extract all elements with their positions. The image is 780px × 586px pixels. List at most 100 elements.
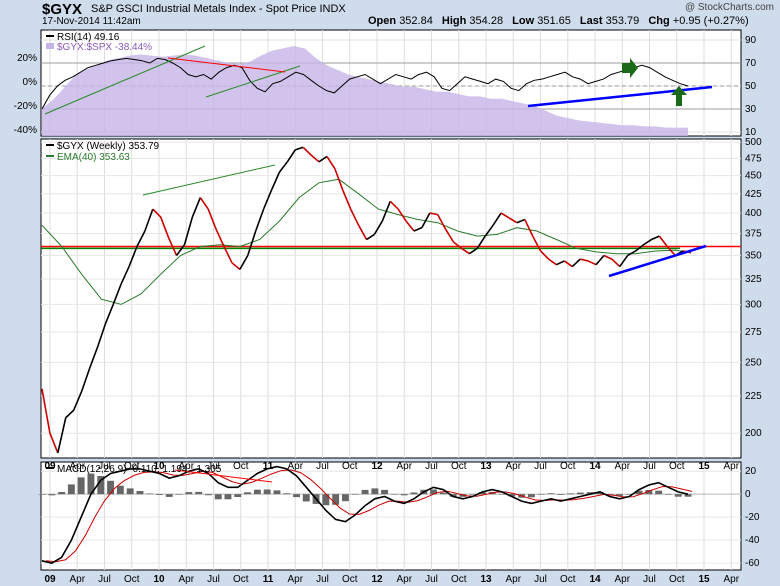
x-tick-label: 10 — [153, 461, 165, 472]
price-segment — [112, 283, 122, 305]
price-segment — [175, 244, 186, 256]
x-tick-label: 13 — [480, 574, 492, 585]
price-segment — [270, 171, 281, 191]
macd-histogram-bar — [674, 494, 682, 497]
high-value: 354.28 — [469, 15, 504, 27]
quote-summary: Open 352.84 High 354.28 Low 351.65 Last … — [368, 15, 755, 27]
x-tick-label: Jul — [534, 574, 547, 585]
macd-histogram-bar — [635, 490, 643, 495]
open-label: Open — [368, 15, 397, 27]
x-tick-label: Jul — [207, 461, 220, 472]
price-segment — [627, 250, 636, 257]
x-tick-label: Jul — [534, 461, 547, 472]
x-tick-label: Apr — [287, 574, 303, 585]
macd-histogram-bar — [596, 491, 604, 495]
x-tick-label: Oct — [124, 461, 140, 472]
macd-histogram-bar — [479, 492, 486, 495]
x-tick-label: Jul — [98, 574, 111, 585]
macd-histogram-bar — [273, 490, 281, 495]
price-segment — [104, 304, 114, 325]
x-tick-label: Apr — [505, 574, 521, 585]
price-segment — [468, 247, 478, 255]
chart-header: $GYX S&P GSCI Industrial Metals Index - … — [0, 0, 780, 28]
price-segment — [334, 168, 344, 191]
price-segment — [595, 254, 605, 266]
price-segment — [262, 189, 273, 210]
x-tick-label: Jul — [643, 461, 656, 472]
price-segment — [366, 233, 375, 241]
chg-value: +0.95 (+0.27%) — [672, 15, 749, 27]
price-segment — [302, 146, 312, 156]
macd-histogram-bar — [185, 492, 193, 495]
price-tick-label: 350 — [745, 250, 762, 261]
price-tick-label: 425 — [745, 189, 762, 200]
price-segment — [643, 238, 652, 246]
price-segment — [548, 258, 557, 266]
x-tick-label: Apr — [178, 461, 194, 472]
macd-histogram-bar — [537, 494, 545, 495]
x-tick-label: Jul — [316, 574, 329, 585]
macd-histogram-bar — [625, 494, 633, 495]
price-segment — [183, 216, 194, 245]
price-segment — [318, 155, 328, 163]
price-segment — [41, 388, 51, 434]
macd-histogram-bar — [195, 491, 203, 495]
x-tick-label: Oct — [342, 574, 358, 585]
price-segment — [136, 230, 146, 247]
price-segment — [295, 146, 304, 151]
macd-histogram-bar — [430, 489, 437, 495]
macd-histogram-bar — [645, 490, 653, 495]
rsi-trendline-red — [167, 57, 286, 73]
price-segment — [254, 208, 265, 232]
price-segment — [357, 224, 368, 240]
price-segment — [80, 368, 91, 392]
macd-histogram-bar — [381, 489, 388, 495]
open-value: 352.84 — [399, 15, 433, 27]
price-segment — [571, 258, 581, 268]
x-tick-label: Oct — [233, 461, 249, 472]
price-segment — [96, 323, 107, 348]
x-tick-label: 15 — [698, 574, 710, 585]
macd-histogram-bar — [48, 494, 56, 496]
macd-panel — [40, 461, 742, 571]
price-segment — [397, 208, 407, 222]
macd-legend-swatch — [46, 467, 54, 469]
price-segment — [587, 260, 597, 266]
macd-legend-label: MACD(12,26,9) -0.110, 1.194, -1.305 — [57, 464, 222, 475]
x-tick-label: Jul — [207, 574, 220, 585]
x-tick-label: Apr — [614, 461, 630, 472]
price-segment — [492, 212, 502, 226]
price-segment — [159, 216, 170, 239]
price-tick-label: 500 — [745, 137, 762, 148]
ratio-tick-label: -40% — [14, 125, 37, 136]
rsi-tick-label: 90 — [745, 35, 757, 46]
ratio-tick-label: 20% — [17, 53, 37, 64]
macd-histogram-bar — [283, 493, 291, 495]
price-segment — [57, 417, 67, 454]
price-segment — [603, 254, 613, 260]
macd-tick-label: 0 — [745, 489, 751, 500]
price-segment — [556, 260, 565, 266]
price-segment — [207, 208, 217, 230]
x-tick-label: 14 — [589, 461, 601, 472]
price-tick-label: 375 — [745, 229, 762, 240]
price-segment — [65, 409, 75, 419]
x-tick-label: 12 — [371, 574, 383, 585]
price-segment — [247, 230, 257, 256]
price-segment — [72, 391, 83, 411]
macd-histogram-bar — [498, 494, 506, 495]
macd-histogram-bar — [371, 488, 379, 495]
ema-legend-swatch — [46, 155, 54, 157]
macd-histogram-bar — [586, 492, 594, 495]
x-tick-label: Apr — [396, 574, 412, 585]
price-segment — [461, 247, 470, 255]
macd-tick-label: 20 — [745, 466, 757, 477]
price-tick-label: 400 — [745, 208, 762, 219]
x-tick-label: Oct — [233, 574, 249, 585]
price-segment — [88, 347, 99, 370]
x-tick-label: Oct — [342, 461, 358, 472]
x-tick-label: Oct — [669, 574, 685, 585]
macd-histogram-bar — [205, 494, 212, 496]
price-segment — [349, 208, 360, 226]
